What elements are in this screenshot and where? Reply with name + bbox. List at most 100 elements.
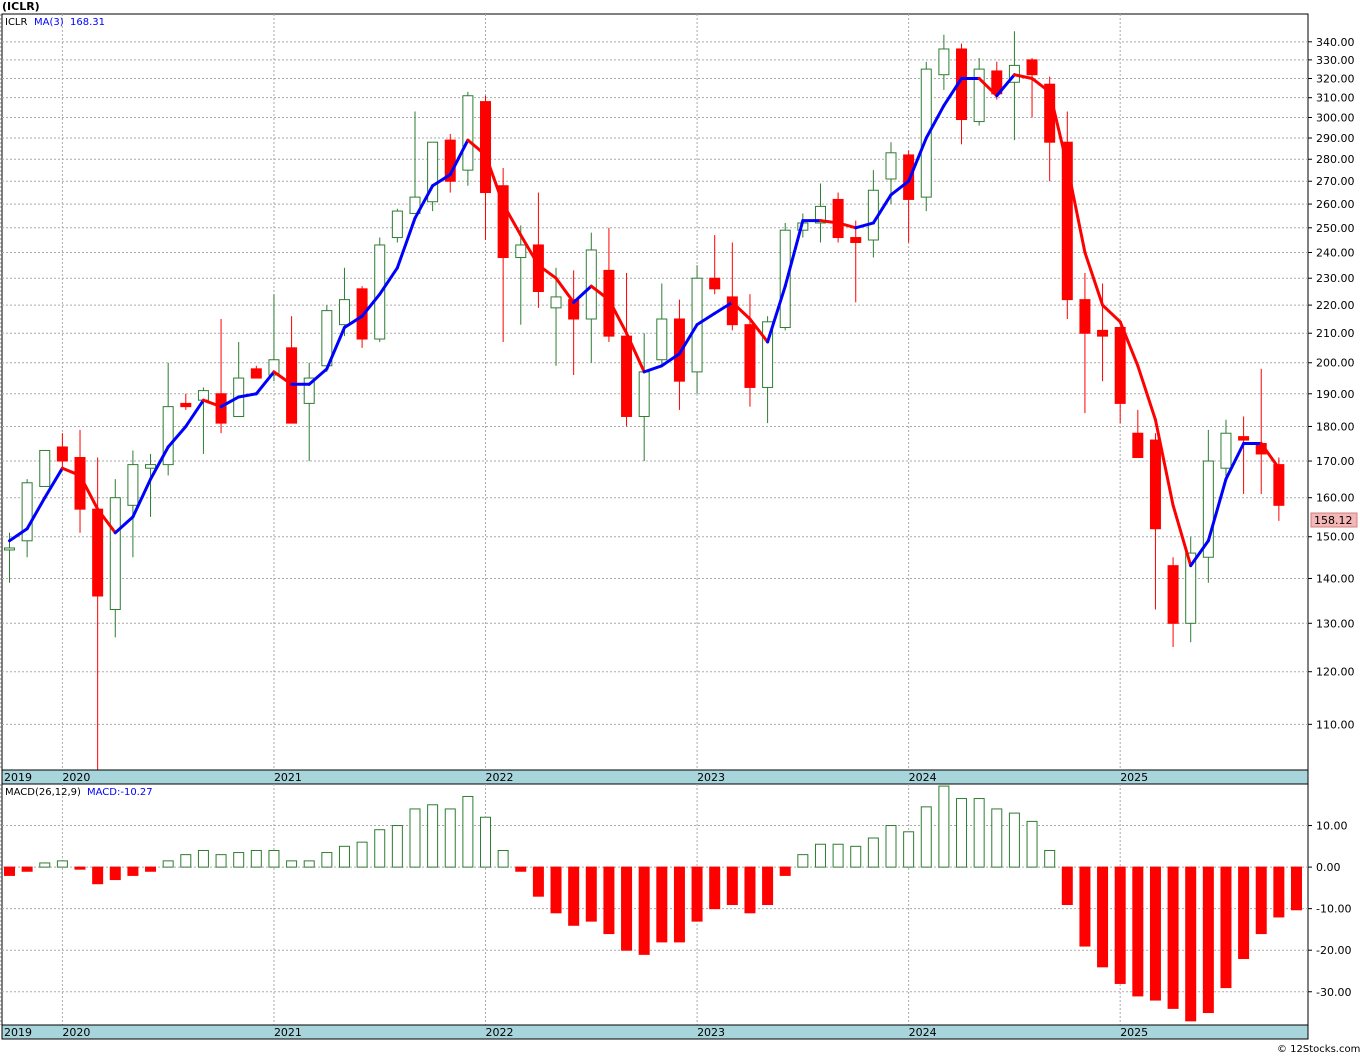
macd-bar: [1185, 866, 1197, 1022]
candle-body: [1273, 464, 1285, 506]
candle-body: [250, 368, 262, 379]
ma-segment: [307, 367, 329, 386]
candle-body: [444, 139, 456, 182]
macd-bar: [356, 841, 368, 868]
candle-body: [1061, 141, 1073, 301]
ma-segment: [431, 173, 452, 188]
macd-bar: [920, 806, 932, 868]
price-tick-label: 290.00: [1316, 132, 1355, 145]
macd-bar: [286, 860, 298, 868]
year-label: 2023: [697, 771, 725, 784]
ma-segment: [166, 424, 188, 449]
macd-bar: [127, 866, 139, 876]
macd-bar: [1079, 866, 1091, 947]
ma-segment: [977, 76, 999, 98]
year-label: 2021: [274, 771, 302, 784]
macd-bar: [515, 866, 527, 872]
candle: [744, 294, 756, 407]
macd-bar: [762, 866, 774, 906]
candle: [603, 227, 615, 342]
macd-bar: [109, 866, 121, 881]
candle: [480, 95, 492, 241]
candle-body: [4, 547, 15, 551]
ma-segment: [1136, 364, 1157, 422]
macd-bar: [1273, 866, 1285, 918]
macd-bar: [162, 860, 174, 868]
ma-segment: [1083, 250, 1105, 307]
candle-body: [621, 335, 633, 417]
candle-body: [21, 482, 33, 542]
macd-bar: [991, 808, 1003, 868]
ma-segment: [78, 473, 100, 511]
macd-bar: [568, 866, 580, 926]
price-tick-label: 200.00: [1316, 357, 1355, 370]
ma-segment: [1118, 320, 1140, 368]
ma-segment: [272, 370, 294, 386]
macd-histogram: [4, 785, 1302, 1022]
price-tick-label: 250.00: [1316, 222, 1355, 235]
ma-segment: [942, 76, 964, 108]
candle-body: [903, 154, 915, 200]
macd-bar: [56, 860, 68, 868]
ma-segment: [1030, 76, 1052, 94]
ma-segment: [854, 221, 875, 230]
candle-body: [1097, 329, 1109, 337]
macd-bar: [973, 798, 985, 868]
candle: [814, 183, 826, 243]
price-tick-label: 130.00: [1316, 617, 1355, 630]
indicator-label: ICLR: [5, 17, 28, 28]
candle-body: [726, 296, 738, 326]
macd-bar: [321, 852, 333, 868]
candle: [850, 220, 862, 303]
ma-segment: [184, 398, 205, 428]
candle: [39, 449, 51, 487]
candle-body: [709, 277, 721, 290]
candle-body: [938, 48, 950, 76]
candle-body: [568, 299, 580, 320]
ma-segment: [96, 507, 117, 535]
macd-bar: [480, 816, 492, 868]
ma-segment: [501, 202, 523, 237]
price-tick-label: 330.00: [1316, 54, 1355, 67]
candle-body: [39, 449, 51, 487]
price-tick-label: 120.00: [1316, 666, 1355, 679]
macd-value: MACD:-10.27: [87, 787, 153, 798]
macd-bar: [180, 854, 192, 868]
year-label: 2019: [4, 771, 32, 784]
ma-segment: [201, 398, 223, 409]
candle-body: [1185, 552, 1197, 624]
site-credit: © 12Stocks.com: [1277, 1044, 1360, 1055]
candle-body: [550, 296, 562, 309]
candle-body: [427, 141, 439, 203]
macd-bar: [145, 866, 157, 872]
candle: [515, 225, 527, 325]
year-label: 2025: [1120, 771, 1148, 784]
macd-tick-label: -20.00: [1316, 944, 1351, 957]
macd-bar: [656, 866, 668, 943]
macd-bar: [1202, 866, 1214, 1014]
price-tick-label: 300.00: [1316, 112, 1355, 125]
macd-bar: [744, 866, 756, 914]
candle-body: [603, 269, 615, 337]
candle: [127, 450, 139, 558]
candle: [1220, 419, 1232, 483]
candle-body: [814, 205, 826, 224]
candle-body: [497, 185, 509, 259]
candle-body: [1132, 432, 1144, 458]
ma-segment: [1259, 442, 1281, 470]
candle: [1202, 429, 1214, 583]
ma-segment: [8, 527, 29, 543]
macd-bar: [4, 866, 15, 876]
macd-bar: [21, 866, 33, 872]
macd-bar: [779, 866, 791, 876]
macd-bar: [1044, 849, 1056, 868]
macd-bar: [92, 866, 104, 885]
ma-segment: [625, 331, 646, 374]
candle: [903, 150, 915, 243]
macd-bar: [462, 795, 474, 868]
macd-bar: [673, 866, 685, 943]
ma-segment: [907, 136, 928, 183]
ma-segment: [254, 370, 276, 396]
ma-segment: [766, 284, 787, 344]
ma-segment: [1048, 90, 1069, 168]
